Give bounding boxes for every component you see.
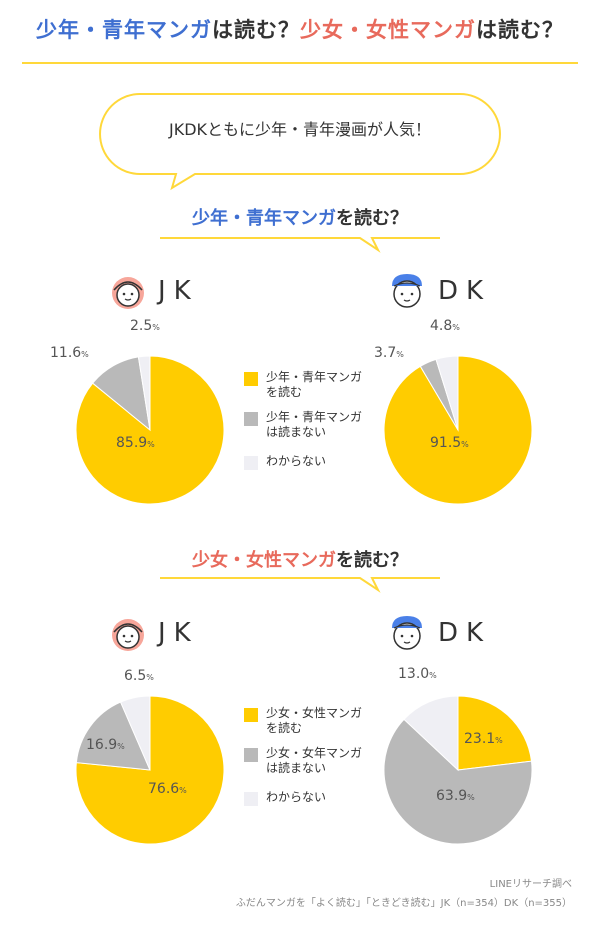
section-2-rule bbox=[160, 577, 440, 593]
pie-chart-jk-girls-manga bbox=[75, 695, 225, 845]
speech-bubble-shape bbox=[99, 93, 501, 191]
value-label: 91.5% bbox=[430, 435, 469, 451]
title-part-girls-manga: 少女・女性マンガ bbox=[300, 18, 476, 42]
section-1-title-rest: を読む？ bbox=[336, 208, 408, 229]
section-1-title: 少年・青年マンガを読む？ bbox=[0, 204, 600, 230]
legend-label: わからない bbox=[266, 790, 327, 804]
legend-swatch bbox=[244, 748, 258, 762]
pie-slice bbox=[119, 695, 151, 771]
legend-swatch bbox=[244, 412, 258, 426]
value-label: 16.9% bbox=[86, 737, 125, 753]
title-part-read-q2: は読む？ bbox=[476, 18, 564, 42]
title-part-boys-manga: 少年・青年マンガ bbox=[36, 18, 212, 42]
value-label: 3.7% bbox=[374, 345, 404, 361]
pie-slice bbox=[383, 718, 533, 845]
pie-chart-dk-boys-manga bbox=[383, 355, 533, 505]
pie-slice bbox=[435, 355, 459, 431]
dk-label-2: DK bbox=[438, 618, 492, 648]
legend-item-not-read: 少女・女年マンガ は読まない bbox=[244, 746, 374, 776]
girl-face-icon bbox=[112, 277, 144, 309]
section-2-title-highlight: 少女・女性マンガ bbox=[192, 550, 336, 571]
value-label: 4.8% bbox=[430, 318, 460, 334]
value-label: 23.1% bbox=[464, 731, 503, 747]
legend-label: 少女・女年マンガ は読まない bbox=[266, 746, 363, 775]
legend-item-not-read: 少年・青年マンガ は読まない bbox=[244, 410, 374, 440]
legend-swatch bbox=[244, 792, 258, 806]
legend-label: 少女・女性マンガ を読む bbox=[266, 706, 363, 735]
pie-slice bbox=[457, 695, 533, 771]
title-part-read-q1: は読む？ bbox=[212, 18, 300, 42]
section-2-title-rest: を読む？ bbox=[336, 550, 408, 571]
legend-item-read: 少女・女性マンガ を読む bbox=[244, 706, 374, 736]
footer-source: LINEリサーチ調べ bbox=[489, 879, 572, 890]
bubble-text: JKDKともに少年・青年漫画が人気！ bbox=[168, 120, 432, 139]
dk-label-1: DK bbox=[438, 276, 492, 306]
girl-face-icon bbox=[112, 619, 144, 651]
legend-item-unknown: わからない bbox=[244, 454, 374, 470]
page-title: 少年・青年マンガは読む？少女・女性マンガは読む？ bbox=[0, 14, 600, 44]
pie-chart-jk-boys-manga bbox=[75, 355, 225, 505]
value-label: 2.5% bbox=[130, 318, 160, 334]
jk-label-1: JK bbox=[158, 276, 199, 306]
legend-label: 少年・青年マンガ は読まない bbox=[266, 410, 363, 439]
pie-slice bbox=[75, 355, 225, 505]
section-1-title-highlight: 少年・青年マンガ bbox=[192, 208, 336, 229]
boy-face-icon bbox=[392, 274, 422, 308]
boy-face-icon bbox=[392, 616, 422, 650]
section-2-title: 少女・女性マンガを読む？ bbox=[0, 546, 600, 572]
legend-label: わからない bbox=[266, 454, 327, 468]
pie-slice bbox=[75, 695, 225, 845]
legend-item-unknown: わからない bbox=[244, 790, 374, 806]
pie-slice bbox=[75, 701, 151, 771]
legend-swatch bbox=[244, 708, 258, 722]
footer-note: ふだんマンガを「よく読む」「ときどき読む」JK（n=354）DK（n=355） bbox=[235, 898, 572, 909]
pie-slice bbox=[403, 695, 459, 772]
legend-label: 少年・青年マンガ を読む bbox=[266, 370, 363, 399]
pie-chart-dk-girls-manga bbox=[383, 695, 533, 845]
value-label: 85.9% bbox=[116, 435, 155, 451]
jk-label-2: JK bbox=[158, 618, 199, 648]
legend-item-read: 少年・青年マンガ を読む bbox=[244, 370, 374, 400]
section-1-rule bbox=[160, 237, 440, 253]
value-label: 6.5% bbox=[124, 668, 154, 684]
legend-2: 少女・女性マンガ を読む 少女・女年マンガ は読まない わからない bbox=[244, 706, 374, 806]
value-label: 11.6% bbox=[50, 345, 89, 361]
value-label: 76.6% bbox=[148, 781, 187, 797]
value-label: 13.0% bbox=[398, 666, 437, 682]
legend-swatch bbox=[244, 372, 258, 386]
legend-1: 少年・青年マンガ を読む 少年・青年マンガ は読まない わからない bbox=[244, 370, 374, 470]
legend-swatch bbox=[244, 456, 258, 470]
title-underline bbox=[22, 62, 578, 64]
value-label: 63.9% bbox=[436, 788, 475, 804]
pie-slice bbox=[137, 355, 151, 431]
